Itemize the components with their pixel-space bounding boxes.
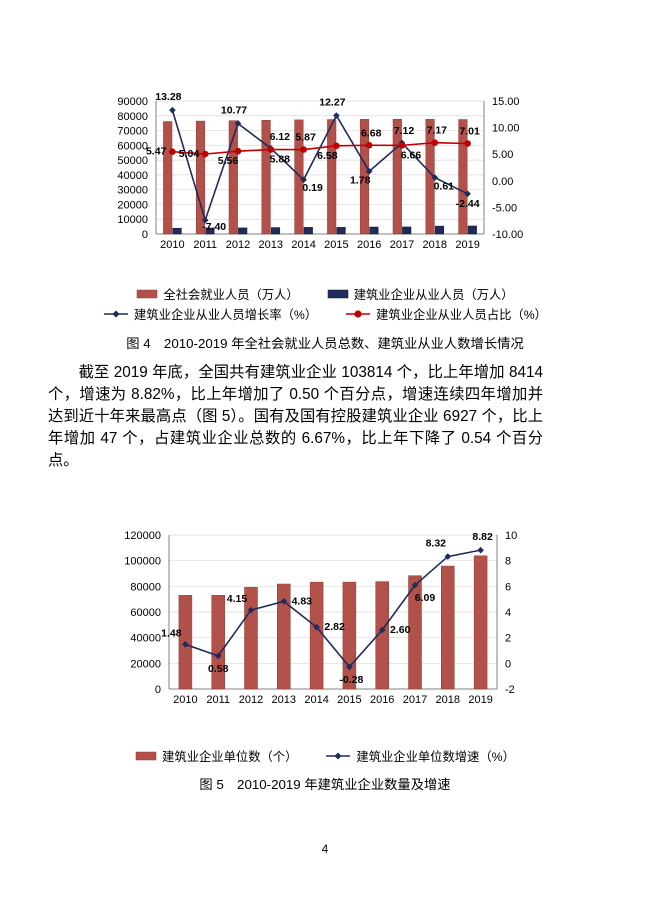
svg-text:2017: 2017 [403, 694, 427, 706]
svg-text:0: 0 [505, 658, 511, 670]
svg-text:4: 4 [505, 607, 511, 619]
svg-text:-2: -2 [505, 684, 515, 696]
svg-text:8.32: 8.32 [426, 538, 447, 550]
svg-text:2.82: 2.82 [324, 621, 345, 633]
svg-text:2015: 2015 [337, 694, 361, 706]
svg-text:0.58: 0.58 [208, 663, 229, 675]
svg-text:2012: 2012 [239, 694, 263, 706]
svg-text:8: 8 [505, 556, 511, 568]
svg-text:40000: 40000 [130, 633, 161, 645]
svg-text:0: 0 [155, 684, 161, 696]
svg-text:2014: 2014 [304, 694, 328, 706]
svg-text:100000: 100000 [124, 556, 161, 568]
svg-text:20000: 20000 [130, 658, 161, 670]
svg-text:2.60: 2.60 [390, 624, 411, 636]
svg-text:-0.28: -0.28 [339, 674, 363, 686]
svg-text:2019: 2019 [468, 694, 492, 706]
svg-text:6: 6 [505, 581, 511, 593]
svg-text:60000: 60000 [130, 607, 161, 619]
svg-text:6.09: 6.09 [415, 592, 436, 604]
svg-text:1.48: 1.48 [161, 627, 182, 639]
svg-text:120000: 120000 [124, 530, 161, 542]
svg-text:80000: 80000 [130, 581, 161, 593]
svg-text:2010: 2010 [173, 694, 197, 706]
svg-text:2016: 2016 [370, 694, 394, 706]
svg-text:4.15: 4.15 [227, 593, 248, 605]
svg-text:2013: 2013 [272, 694, 296, 706]
svg-text:2: 2 [505, 633, 511, 645]
svg-text:2011: 2011 [206, 694, 230, 706]
svg-text:10: 10 [505, 530, 517, 542]
svg-text:2018: 2018 [436, 694, 460, 706]
svg-text:8.82: 8.82 [472, 531, 493, 543]
svg-text:4.83: 4.83 [292, 595, 313, 607]
